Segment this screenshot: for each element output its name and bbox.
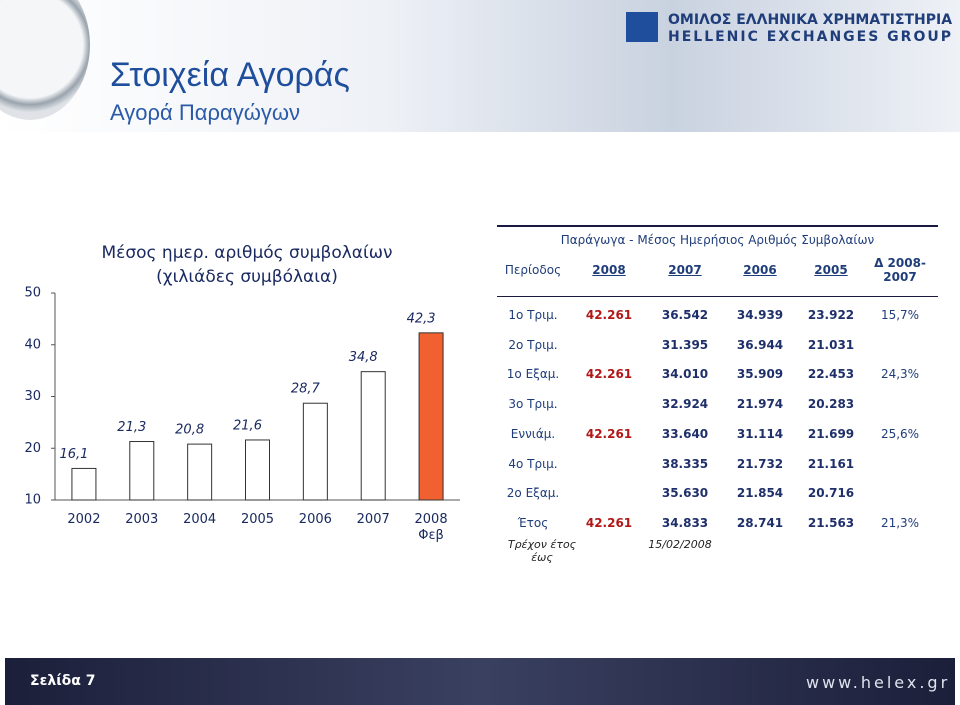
value-label: 28,7 (291, 382, 321, 397)
cell: 31.114 (736, 426, 784, 441)
logo-text: HELLENIC EXCHANGES GROUP (668, 29, 953, 45)
cell: 33.640 (661, 426, 709, 441)
header-cell: Περίοδος (504, 263, 562, 277)
row-label: 2ο Εξαμ. (506, 486, 560, 501)
value-label: 34,8 (349, 350, 378, 365)
logo-mark (626, 12, 658, 42)
header-cell: Δ 2008-2007 (874, 256, 926, 284)
cell: 23.922 (807, 308, 855, 322)
note-label: Τρέχον έτος έως (507, 538, 577, 564)
row-label: 1ο Εξαμ. (506, 367, 560, 382)
cell: 21.854 (736, 486, 784, 501)
slide-subtitle: Αγορά Παραγώγων (110, 100, 301, 125)
bar (71, 467, 97, 501)
value-label: 42,3 (407, 311, 436, 326)
chart: Μέσος ημερ. αριθμός συμβολαίων (χιλιάδες… (24, 243, 460, 508)
logo-text: ΟΜΙΛΟΣ ΕΛΛΗΝΙΚΑ ΧΡΗΜΑΤΙΣΤΗΡΙΑ (668, 12, 953, 28)
cell: 38.335 (661, 456, 709, 471)
chart-subtitle: (χιλιάδες συμβόλαια) (156, 267, 338, 287)
header-cell: 2008 (592, 263, 626, 277)
x-tick-label: 2002 (67, 512, 101, 527)
cell: 15,7% (880, 308, 920, 322)
value-label: 21,3 (117, 420, 146, 435)
bar (418, 332, 444, 501)
x-tick-label: 2007 (356, 512, 390, 527)
footer-band (5, 658, 955, 705)
cell: 20.716 (807, 486, 855, 501)
y-tick-label: 10 (24, 493, 41, 508)
cell: 42.261 (585, 426, 633, 441)
x-tick-label: 2006 (298, 512, 332, 527)
value-label: 21,6 (233, 418, 262, 433)
cell: 36.944 (736, 337, 784, 352)
cell: 32.924 (661, 397, 709, 412)
cell: 34.833 (661, 515, 709, 530)
note-date: 15/02/2008 (648, 538, 712, 551)
rule (497, 225, 938, 227)
x-tick-label: 2008 Φεβ (414, 512, 448, 543)
x-tick-label: 2004 (183, 512, 217, 527)
bar (245, 439, 270, 501)
bar (129, 441, 155, 501)
cell: 21.161 (807, 456, 855, 471)
bar (360, 371, 386, 501)
header-cell: 2005 (814, 263, 848, 277)
row-label: Έτος (517, 515, 549, 530)
cell: 21.732 (736, 456, 784, 471)
header-band (0, 0, 960, 132)
cell: 22.453 (807, 367, 855, 382)
cell: 35.630 (661, 486, 709, 501)
cell: 35.909 (736, 367, 784, 382)
bar (187, 443, 213, 501)
cell: 21,3% (880, 515, 920, 530)
value-label: 16,1 (59, 447, 88, 462)
x-tick-label: 2005 (240, 512, 275, 527)
cell: 21.974 (736, 397, 784, 412)
y-tick-label: 40 (24, 337, 41, 352)
header-cell: 2006 (743, 263, 777, 277)
value-label: 20,8 (175, 423, 204, 438)
cell: 34.010 (661, 367, 709, 382)
y-tick-label: 20 (24, 441, 41, 456)
cell: 20.283 (807, 397, 855, 412)
row-label: 4ο Τριμ. (508, 456, 558, 471)
cell: 25,6% (880, 426, 920, 441)
cell: 24,3% (880, 367, 920, 382)
row-label: 1ο Τριμ. (508, 308, 558, 322)
page-number: Σελίδα 7 (30, 673, 96, 689)
row-label: 3ο Τριμ. (508, 397, 558, 412)
cell: 31.395 (661, 337, 709, 352)
row-label: Εννιάμ. (510, 426, 556, 441)
header-cell: 2007 (668, 263, 702, 277)
table-title: Παράγωγα - Μέσος Ημερήσιος Αριθμός Συμβο… (560, 233, 875, 247)
url: www.helex.gr (806, 673, 951, 692)
cell: 42.261 (585, 308, 633, 322)
cell: 34.939 (736, 308, 784, 322)
cell: 21.031 (807, 337, 855, 352)
x-tick-label: 2003 (125, 512, 159, 527)
bar (302, 402, 328, 501)
rule (497, 296, 938, 297)
row-label: 2ο Τριμ. (508, 337, 558, 352)
chart-title: Μέσος ημερ. αριθμός συμβολαίων (102, 243, 393, 263)
y-tick-label: 50 (24, 286, 41, 301)
cell: 21.699 (807, 426, 855, 441)
cell: 36.542 (661, 308, 709, 322)
cell: 42.261 (585, 367, 633, 382)
y-tick-label: 30 (24, 389, 41, 404)
cell: 21.563 (807, 515, 855, 530)
cell: 42.261 (585, 515, 633, 530)
slide-title: Στοιχεία Αγοράς (110, 56, 350, 94)
cell: 28.741 (736, 515, 784, 530)
